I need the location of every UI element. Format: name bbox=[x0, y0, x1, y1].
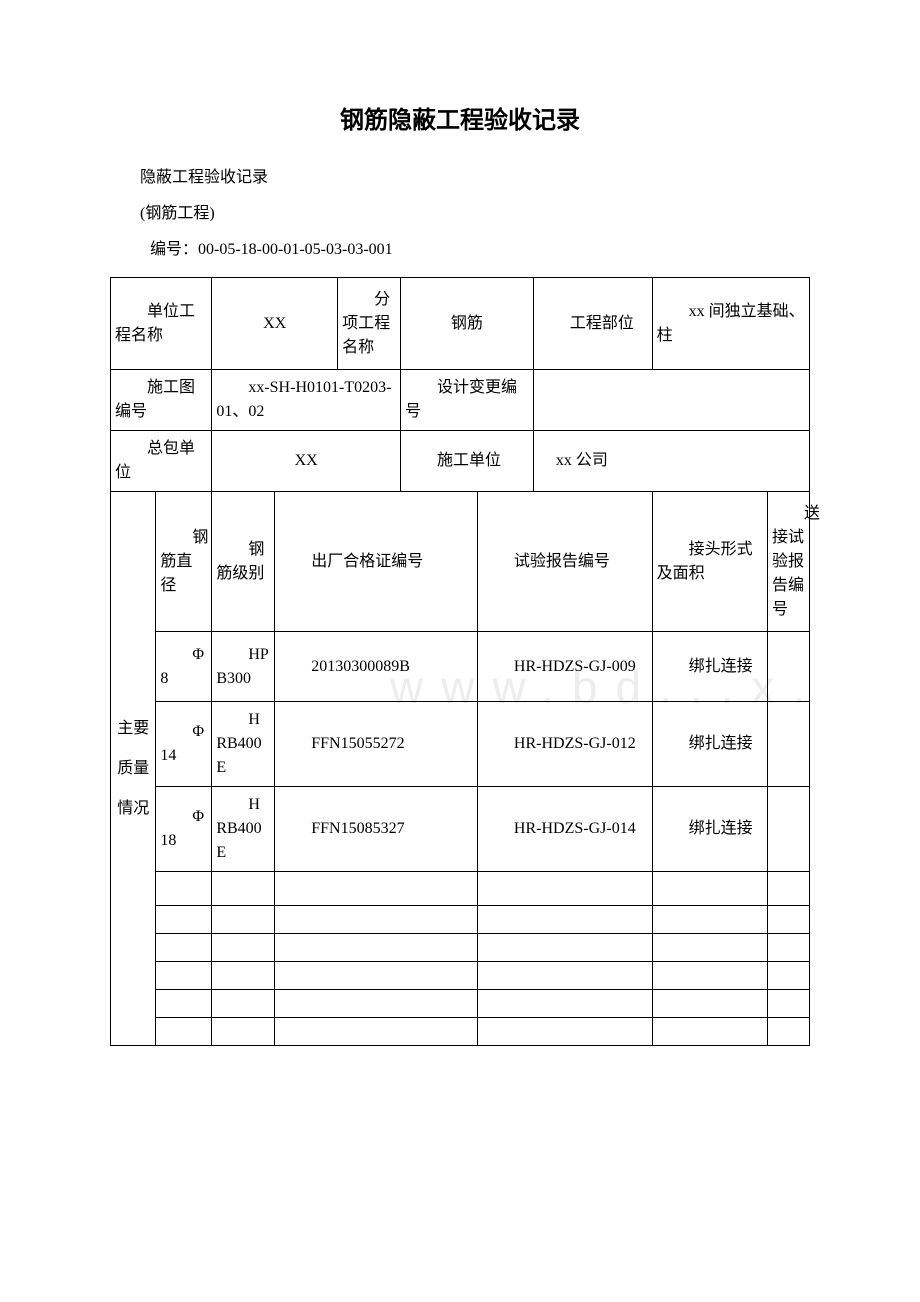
side-label: 主要质量情况 bbox=[111, 492, 156, 1046]
value-sub-proj: 钢筋 bbox=[401, 278, 534, 370]
cell-grade: HRB400E bbox=[212, 702, 275, 787]
cell-grade: HPB300 bbox=[212, 632, 275, 702]
value-proj-part: xx 间独立基础、柱 bbox=[652, 278, 809, 370]
table-row: Φ8 HPB300 20130300089B HR-HDZS-GJ-009 绑扎… bbox=[111, 632, 810, 702]
cell-cert: FFN15085327 bbox=[275, 787, 478, 872]
cell-diameter: Φ8 bbox=[156, 632, 212, 702]
cell-cert: FFN15055272 bbox=[275, 702, 478, 787]
label-sub-proj: 分项工程名称 bbox=[338, 278, 401, 370]
cell-joint: 绑扎连接 bbox=[652, 632, 767, 702]
table-row: Φ14 HRB400E FFN15055272 HR-HDZS-GJ-012 绑… bbox=[111, 702, 810, 787]
cell-test: HR-HDZS-GJ-014 bbox=[477, 787, 652, 872]
cell-retest bbox=[767, 787, 809, 872]
header-retest: 送接试验报告编号 bbox=[767, 492, 809, 632]
value-construction-unit: xx 公司 bbox=[533, 431, 809, 492]
cell-diameter: Φ18 bbox=[156, 787, 212, 872]
header-diameter: 钢筋直径 bbox=[156, 492, 212, 632]
cell-test: HR-HDZS-GJ-009 bbox=[477, 632, 652, 702]
docnum-value: 00-05-18-00-01-05-03-03-001 bbox=[198, 241, 393, 258]
label-proj-part: 工程部位 bbox=[533, 278, 652, 370]
header-joint: 接头形式及面积 bbox=[652, 492, 767, 632]
table-row-empty bbox=[111, 962, 810, 990]
cell-cert: 20130300089B bbox=[275, 632, 478, 702]
subtitle-1: 隐蔽工程验收记录 bbox=[140, 163, 810, 187]
value-design-change bbox=[533, 370, 809, 431]
label-unit-proj: 单位工程名称 bbox=[111, 278, 212, 370]
table-row-empty bbox=[111, 1018, 810, 1046]
record-table: 单位工程名称 XX 分项工程名称 钢筋 工程部位 xx 间独立基础、柱 施工图编… bbox=[110, 277, 810, 1046]
cell-grade: HRB400E bbox=[212, 787, 275, 872]
subtitle-2: (钢筋工程) bbox=[140, 199, 810, 223]
docnum-label: 编号： bbox=[150, 241, 198, 258]
table-row-empty bbox=[111, 872, 810, 906]
value-drawing-no: xx-SH-H0101-T0203-01、02 bbox=[212, 370, 401, 431]
label-design-change: 设计变更编号 bbox=[401, 370, 534, 431]
cell-test: HR-HDZS-GJ-012 bbox=[477, 702, 652, 787]
table-row: Φ18 HRB400E FFN15085327 HR-HDZS-GJ-014 绑… bbox=[111, 787, 810, 872]
table-row-empty bbox=[111, 934, 810, 962]
header-test-no: 试验报告编号 bbox=[477, 492, 652, 632]
label-general-contractor: 总包单位 bbox=[111, 431, 212, 492]
label-drawing-no: 施工图编号 bbox=[111, 370, 212, 431]
value-unit-proj: XX bbox=[212, 278, 338, 370]
header-cert-no: 出厂合格证编号 bbox=[275, 492, 478, 632]
table-row-empty bbox=[111, 906, 810, 934]
cell-joint: 绑扎连接 bbox=[652, 702, 767, 787]
cell-diameter: Φ14 bbox=[156, 702, 212, 787]
header-grade: 钢筋级别 bbox=[212, 492, 275, 632]
cell-retest bbox=[767, 702, 809, 787]
document-number: 编号：00-05-18-00-01-05-03-03-001 bbox=[150, 235, 810, 259]
page-title: 钢筋隐蔽工程验收记录 bbox=[110, 100, 810, 135]
label-construction-unit: 施工单位 bbox=[401, 431, 534, 492]
cell-joint: 绑扎连接 bbox=[652, 787, 767, 872]
table-row-empty bbox=[111, 990, 810, 1018]
value-general-contractor: XX bbox=[212, 431, 401, 492]
cell-retest bbox=[767, 632, 809, 702]
